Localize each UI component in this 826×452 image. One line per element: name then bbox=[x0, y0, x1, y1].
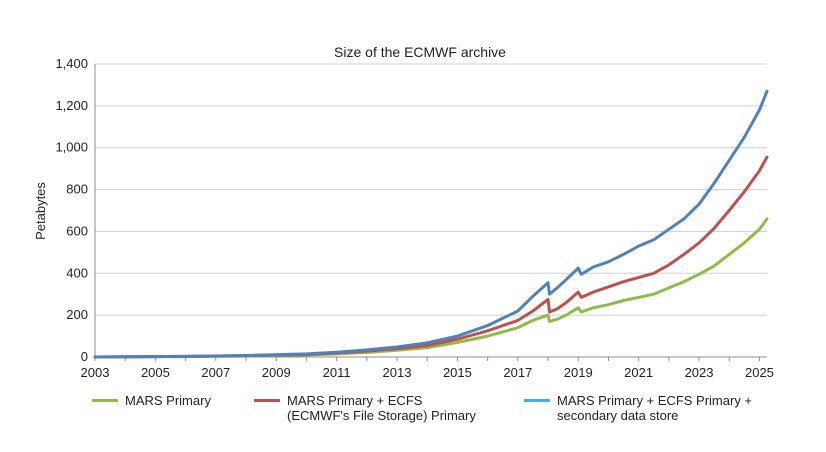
y-tick-label-0: 0 bbox=[81, 349, 88, 364]
x-tick-label-2021: 2021 bbox=[624, 365, 653, 380]
x-tick-label-2013: 2013 bbox=[383, 365, 412, 380]
y-tick-label-600: 600 bbox=[66, 223, 88, 238]
legend: MARS Primary MARS Primary + ECFS (ECMWF'… bbox=[92, 393, 812, 437]
series-line-0 bbox=[93, 217, 769, 359]
x-tick-label-2025: 2025 bbox=[745, 365, 774, 380]
axes bbox=[94, 64, 767, 361]
x-tick-label-2005: 2005 bbox=[141, 365, 170, 380]
series-line-1 bbox=[93, 155, 769, 359]
series-lines bbox=[93, 89, 769, 359]
y-tick-label-1000: 1,000 bbox=[55, 140, 88, 155]
legend-swatch-mars-ecfs-secondary bbox=[524, 399, 550, 402]
legend-label-mars-ecfs-secondary-line2: secondary data store bbox=[557, 408, 679, 423]
x-tick-label-2007: 2007 bbox=[201, 365, 230, 380]
y-tick-label-200: 200 bbox=[66, 307, 88, 322]
x-tick-label-2003: 2003 bbox=[81, 365, 110, 380]
legend-label-mars-ecfs-secondary-line1: MARS Primary + ECFS Primary + bbox=[557, 393, 753, 408]
y-tick-label-1400: 1,400 bbox=[55, 56, 88, 71]
y-axis-label: Petabytes bbox=[33, 182, 48, 240]
x-tick-label-2011: 2011 bbox=[323, 365, 351, 380]
y-tick-label-400: 400 bbox=[66, 265, 88, 280]
tick-labels: 0 200 400 600 800 1,000 1,200 1,400 2003 2005 2007… bbox=[55, 56, 773, 380]
x-tick-label-2017: 2017 bbox=[503, 365, 532, 380]
chart-title: Size of the ECMWF archive bbox=[334, 44, 506, 60]
x-tick-label-2015: 2015 bbox=[443, 365, 472, 380]
legend-label-mars-ecfs: MARS Primary + ECFS (ECMWF's File Storag… bbox=[287, 393, 476, 423]
x-tick-label-2019: 2019 bbox=[564, 365, 593, 380]
gridlines bbox=[95, 63, 767, 316]
legend-label-mars-ecfs-line2: (ECMWF's File Storage) Primary bbox=[287, 408, 476, 423]
series-line-2 bbox=[93, 89, 769, 359]
y-tick-label-1200: 1,200 bbox=[55, 98, 88, 113]
x-tick-label-2023: 2023 bbox=[685, 365, 714, 380]
legend-label-mars-ecfs-secondary: MARS Primary + ECFS Primary + secondary … bbox=[557, 393, 752, 423]
legend-label-mars-primary: MARS Primary bbox=[125, 393, 211, 408]
legend-swatch-mars-primary bbox=[92, 399, 118, 402]
x-tick-label-2009: 2009 bbox=[262, 365, 291, 380]
y-tick-label-800: 800 bbox=[66, 182, 88, 197]
legend-swatch-mars-ecfs bbox=[254, 399, 280, 402]
legend-label-mars-ecfs-line1: MARS Primary + ECFS bbox=[287, 393, 423, 408]
